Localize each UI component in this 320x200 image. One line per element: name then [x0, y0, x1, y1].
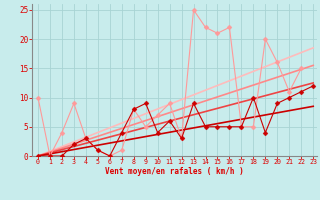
- X-axis label: Vent moyen/en rafales ( km/h ): Vent moyen/en rafales ( km/h ): [105, 167, 244, 176]
